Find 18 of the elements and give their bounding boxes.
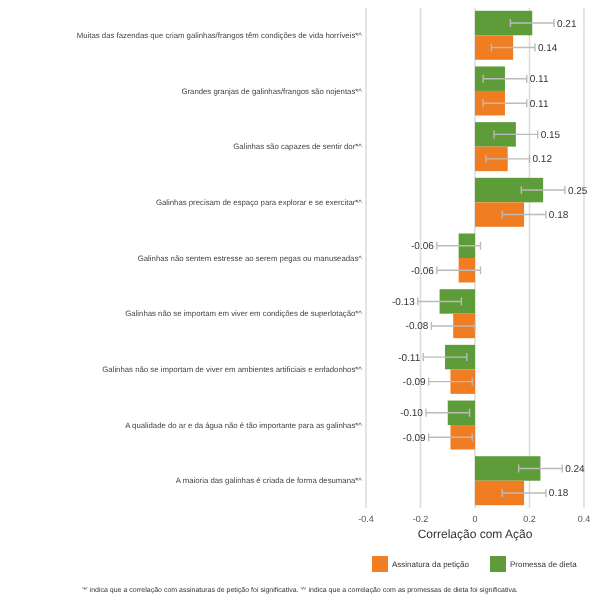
bar: [475, 35, 514, 60]
bar: [475, 202, 525, 227]
bar: [475, 90, 505, 116]
bar: [453, 313, 475, 339]
bar: [450, 425, 475, 450]
bar: [475, 177, 544, 203]
bar: [458, 233, 475, 258]
bar: [475, 122, 516, 147]
bar: [447, 400, 475, 426]
bar: [475, 66, 505, 91]
bar: [445, 344, 475, 370]
bar: [439, 289, 475, 314]
bar: [475, 480, 525, 506]
bar: [475, 456, 541, 481]
bar: [458, 258, 475, 283]
bar: [475, 146, 508, 172]
bar: [475, 10, 533, 36]
bar: [450, 369, 475, 394]
